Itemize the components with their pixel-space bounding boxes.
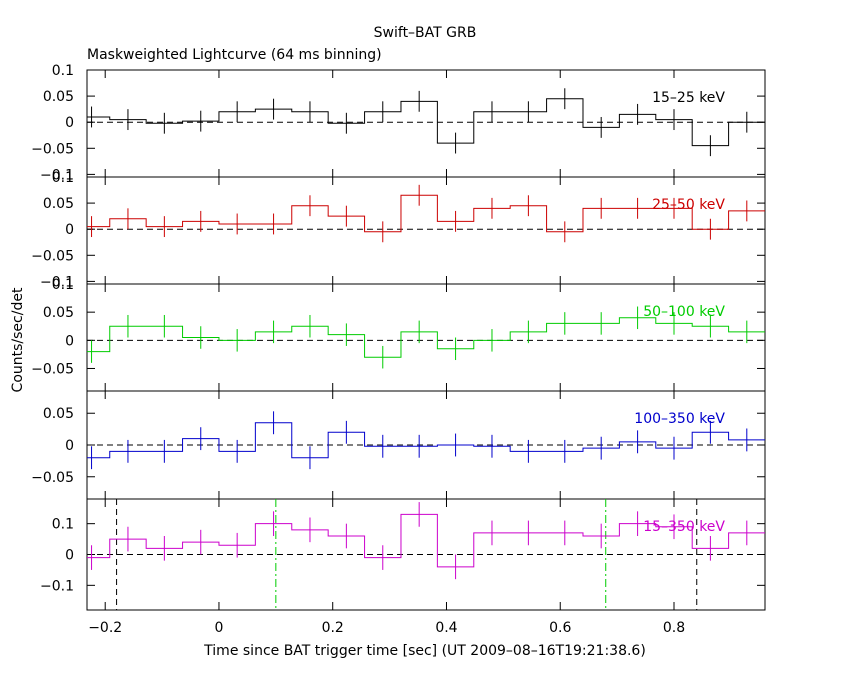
y-tick-label: −0.05 bbox=[31, 141, 74, 157]
y-tick-label: 0.05 bbox=[43, 406, 74, 422]
y-tick-label: 0 bbox=[65, 115, 74, 131]
chart-title: Swift–BAT GRB bbox=[374, 25, 477, 41]
x-tick-label: 0.8 bbox=[663, 620, 685, 636]
band-label: 25–50 keV bbox=[652, 197, 725, 213]
y-tick-label: −0.1 bbox=[40, 578, 74, 594]
y-tick-label: −0.05 bbox=[31, 248, 74, 264]
band-label: 15–350 keV bbox=[643, 519, 725, 535]
series-step-line bbox=[87, 194, 765, 233]
y-tick-label: 0 bbox=[65, 333, 74, 349]
panel-4: −0.05 0 0.05 100–350 keV bbox=[31, 390, 766, 500]
y-tick-label: 0.1 bbox=[52, 170, 74, 186]
series-step-line bbox=[87, 422, 765, 459]
series-group bbox=[87, 88, 765, 157]
y-tick-label: 0 bbox=[65, 438, 74, 454]
series-group bbox=[87, 306, 765, 369]
x-tick-label: 0.6 bbox=[549, 620, 571, 636]
y-axis-label: Counts/sec/det bbox=[10, 287, 26, 392]
series-group bbox=[87, 502, 765, 580]
y-tick-label: 0 bbox=[65, 548, 74, 564]
x-tick-label: 0 bbox=[214, 620, 223, 636]
x-tick-label: 0.2 bbox=[322, 620, 344, 636]
y-tick-label: 0 bbox=[65, 222, 74, 238]
y-tick-label: 0.05 bbox=[43, 305, 74, 321]
series-step-line bbox=[87, 513, 765, 568]
series-step-line bbox=[87, 98, 765, 147]
panel-5: −0.1 0 0.1 15–350 keV bbox=[40, 498, 766, 611]
band-label: 100–350 keV bbox=[634, 411, 725, 427]
series-group bbox=[87, 411, 765, 470]
y-tick-label: 0.1 bbox=[52, 517, 74, 533]
panel-frame bbox=[86, 69, 766, 178]
y-tick-label: −0.05 bbox=[31, 470, 74, 486]
y-tick-label: −0.05 bbox=[31, 361, 74, 377]
series-group bbox=[87, 184, 765, 243]
x-axis-label: Time since BAT trigger time [sec] (UT 20… bbox=[203, 643, 646, 659]
y-tick-label: 0.05 bbox=[43, 196, 74, 212]
panel-1: −0.1 −0.05 0 0.05 0.1 15–25 keV bbox=[31, 63, 766, 183]
x-tick-label: 0.4 bbox=[435, 620, 457, 636]
y-tick-label: −0.1 bbox=[40, 274, 74, 290]
band-label: 15–25 keV bbox=[652, 90, 725, 106]
x-tick-label: −0.2 bbox=[88, 620, 122, 636]
y-tick-label: 0.1 bbox=[52, 63, 74, 79]
band-label: 50–100 keV bbox=[643, 304, 725, 320]
chart-subtitle: Maskweighted Lightcurve (64 ms binning) bbox=[87, 47, 382, 63]
panel-frame bbox=[86, 176, 766, 285]
panel-2: −0.1 −0.05 0 0.05 0.1 25–50 keV bbox=[31, 170, 766, 290]
y-tick-label: 0.1 bbox=[52, 277, 74, 293]
panel-3: −0.05 0 0.05 0.1 50–100 keV bbox=[31, 277, 766, 392]
y-tick-label: −0.1 bbox=[40, 167, 74, 183]
y-tick-label: 0.05 bbox=[43, 89, 74, 105]
